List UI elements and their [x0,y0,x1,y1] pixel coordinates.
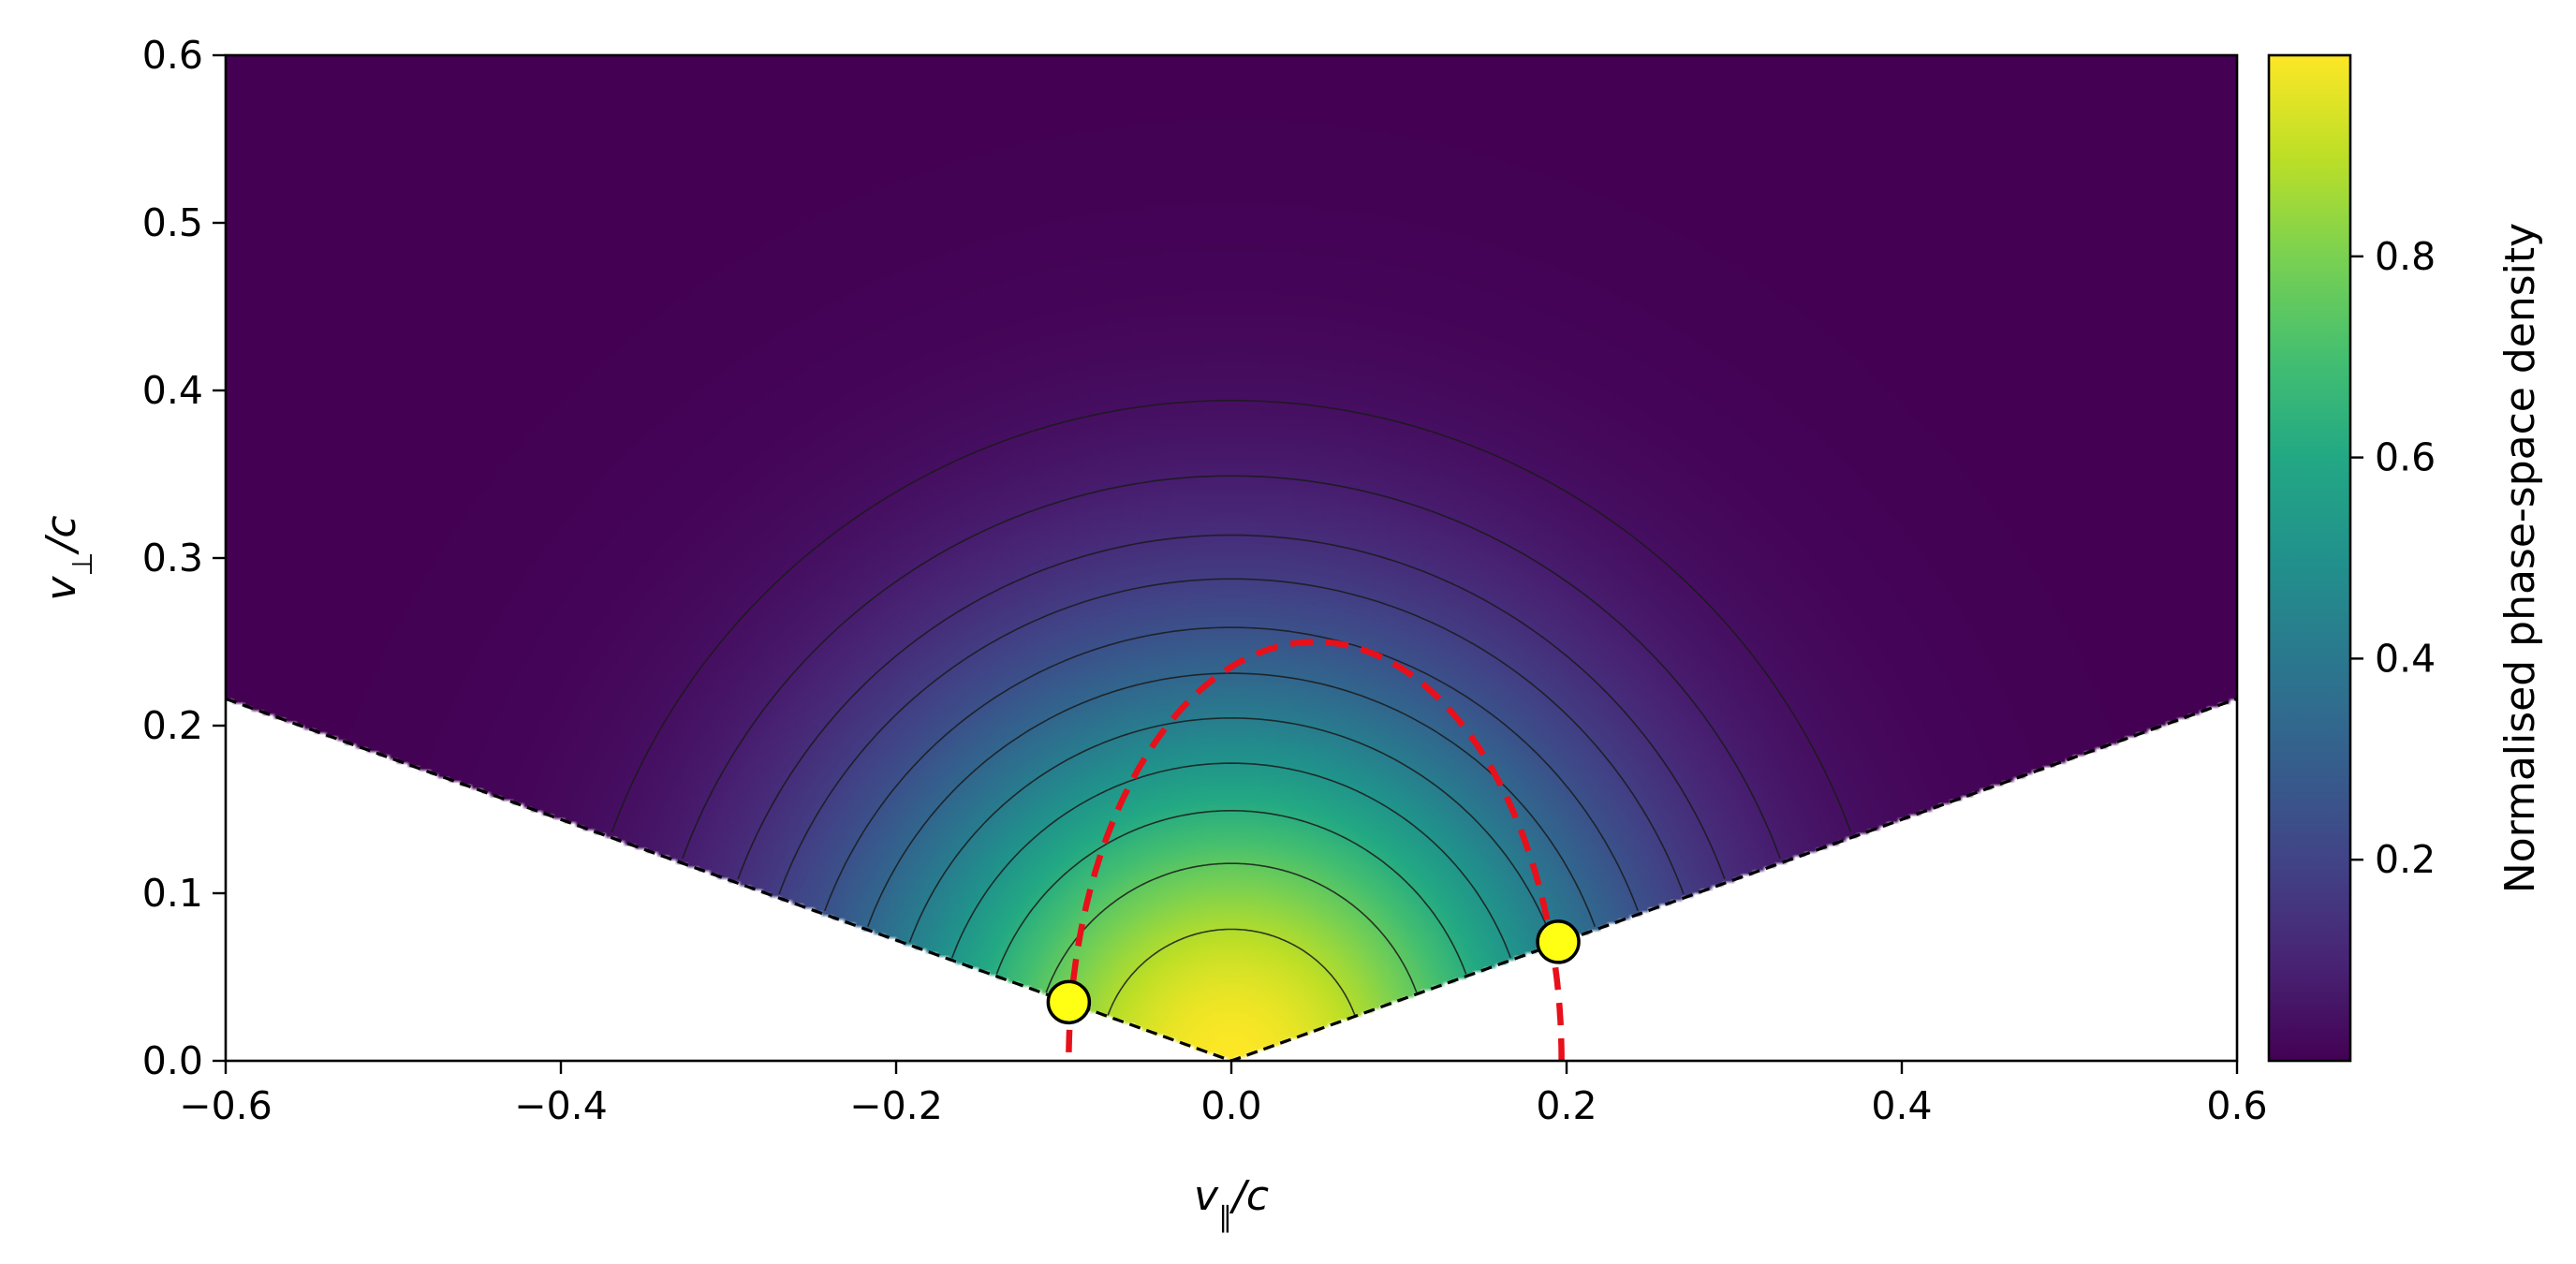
contour-line [1107,928,1356,1016]
x-tick-label: 0.0 [1200,1083,1261,1128]
heatmap-image [226,55,2237,1061]
colorbar: 0.2 0.4 0.6 0.8 Normalised phase-space dens… [2267,53,2544,1063]
contour-line [737,534,1726,879]
x-tick-label: 0.2 [1536,1083,1597,1128]
resonance-marker [1536,919,1581,964]
colorbar-tick-label: 0.8 [2375,234,2436,279]
contour-line [1045,862,1418,993]
contour-line [951,762,1511,959]
x-axis-label-var: v [1194,1172,1219,1220]
y-tick-label: 0.3 [142,536,203,581]
x-tick-label: 0.4 [1871,1083,1932,1128]
colorbar-tick-label: 0.4 [2375,636,2436,681]
x-axis-label: v∥/c [1194,1172,1269,1234]
resonance-markers [1046,919,1581,1025]
y-axis-label-var: v [37,576,85,601]
x-tick-label: −0.4 [514,1083,608,1128]
contour-line [824,626,1639,912]
contour-line [995,809,1467,975]
y-tick-label: 0.4 [142,368,203,413]
x-tick-label: 0.6 [2206,1083,2267,1128]
y-axis: 0.0 0.1 0.2 0.3 0.4 0.5 0.6 [142,33,226,1083]
contour-line [908,717,1554,943]
contour-line [778,578,1685,895]
y-tick-label: 0.6 [142,33,203,78]
contour-line [866,672,1597,927]
plot-area [224,53,2239,1063]
y-axis-label-rest: /c [37,515,85,555]
y-axis-label-sub: ⊥ [66,551,99,576]
resonance-marker [1046,979,1092,1025]
colorbar-gradient [2269,55,2350,1061]
contour-line [682,475,1781,860]
y-tick-label: 0.2 [142,703,203,748]
colorbar-tick-label: 0.2 [2375,837,2436,882]
colorbar-tick-label: 0.6 [2375,435,2436,480]
colorbar-label: Normalised phase-space density [2496,223,2544,893]
x-axis-label-sub: ∥ [1218,1201,1232,1234]
y-tick-label: 0.1 [142,871,203,916]
y-axis-label: v⊥/c [37,515,99,600]
x-axis-label-rest: /c [1229,1172,1269,1220]
x-tick-label: −0.2 [849,1083,943,1128]
x-tick-label: −0.6 [179,1083,272,1128]
y-tick-label: 0.5 [142,200,203,245]
loss-cone-line [226,697,2237,1061]
colorbar-ticks: 0.2 0.4 0.6 0.8 [2350,234,2436,882]
y-tick-label: 0.0 [142,1038,203,1083]
colorbar-frame [2267,53,2352,1063]
contour-lines [611,399,1852,1016]
contour-line [611,399,1852,833]
x-axis: −0.6 −0.4 −0.2 0.0 0.2 0.4 0.6 [179,1061,2268,1128]
loss-cone-boundary [226,697,2237,1061]
